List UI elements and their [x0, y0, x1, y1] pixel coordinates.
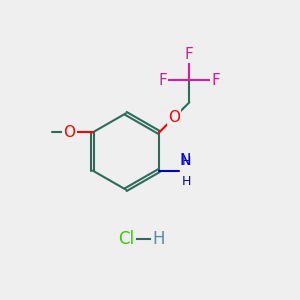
Text: N: N	[179, 153, 191, 168]
Text: H: H	[152, 230, 164, 248]
Text: H: H	[182, 155, 191, 168]
Text: F: F	[158, 73, 167, 88]
Text: F: F	[212, 73, 220, 88]
Text: O: O	[168, 110, 180, 125]
Text: Cl: Cl	[118, 230, 134, 248]
Text: F: F	[185, 47, 194, 62]
Text: H: H	[182, 175, 191, 188]
Text: O: O	[63, 125, 75, 140]
